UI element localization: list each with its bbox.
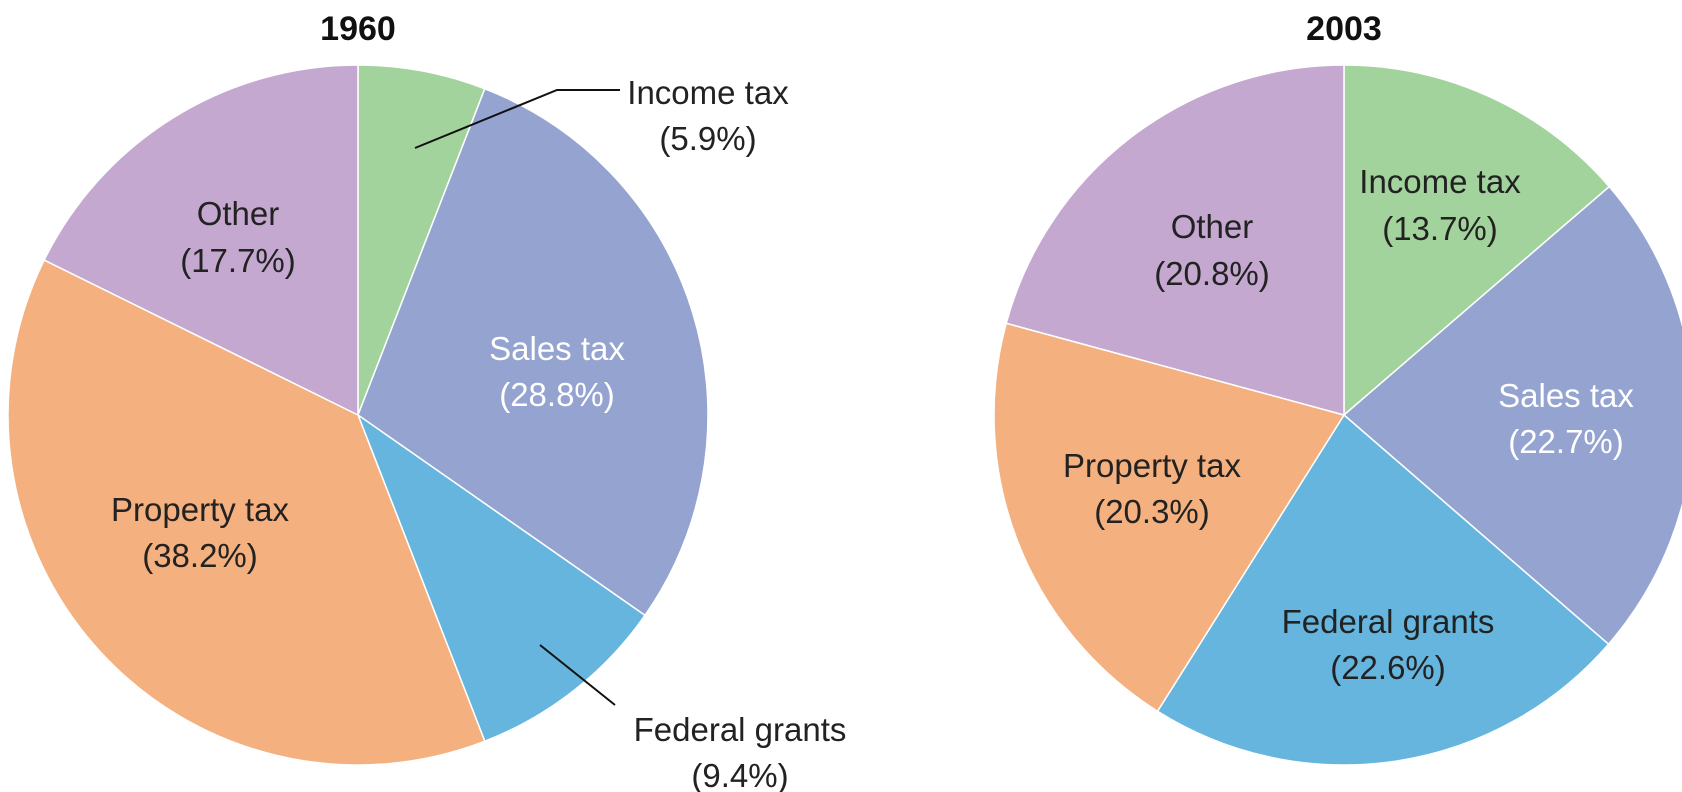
slice-value-property-tax: (38.2%) (142, 537, 258, 574)
slice-label-federal-grants: Federal grants (634, 711, 847, 748)
chart-title: 2003 (1306, 10, 1382, 48)
pie-slice-other (1005, 64, 1345, 416)
slice-label-sales-tax: Sales tax (489, 330, 625, 367)
pie-slice-sales-tax (1342, 185, 1682, 646)
slice-value-income-tax: (13.7%) (1382, 210, 1498, 247)
pie-slice-sales-tax (357, 87, 709, 617)
pie-slice-income-tax (357, 64, 486, 416)
slice-value-federal-grants: (22.6%) (1330, 649, 1446, 686)
slice-label-sales-tax: Sales tax (1498, 377, 1634, 414)
pie-slice-property-tax (993, 322, 1346, 713)
slice-value-income-tax: (5.9%) (659, 120, 756, 157)
slice-label-other: Other (1171, 208, 1254, 245)
slice-label-income-tax: Income tax (1359, 163, 1521, 200)
pie-slice-income-tax (1343, 64, 1611, 417)
pie-slices (993, 64, 1682, 766)
leader-line-income-tax (414, 89, 620, 149)
pie-slice-federal-grants (356, 412, 647, 743)
pie-chart-1960: 1960 Income tax (5.9%) Sales tax (28.8%)… (7, 10, 847, 792)
slice-label-federal-grants: Federal grants (1282, 603, 1495, 640)
slice-label-property-tax: Property tax (1063, 447, 1241, 484)
slice-value-federal-grants: (9.4%) (691, 757, 788, 792)
chart-title: 1960 (320, 10, 396, 48)
pie-slice-other (43, 64, 359, 417)
slice-label-other: Other (197, 195, 280, 232)
slice-value-sales-tax: (22.7%) (1508, 423, 1624, 460)
leader-line-federal-grants (539, 644, 616, 706)
slice-label-property-tax: Property tax (111, 491, 289, 528)
slice-value-other: (17.7%) (180, 242, 296, 279)
slice-value-other: (20.8%) (1154, 255, 1270, 292)
pie-chart-2003: 2003 Income tax (13.7%) Sales tax (22.7%… (993, 10, 1682, 766)
pie-slice-property-tax (7, 259, 486, 766)
slice-value-sales-tax: (28.8%) (499, 376, 615, 413)
slice-value-property-tax: (20.3%) (1094, 493, 1210, 530)
pie-slices (7, 64, 709, 766)
slice-label-income-tax: Income tax (627, 74, 789, 111)
pie-slice-federal-grants (1156, 413, 1610, 766)
